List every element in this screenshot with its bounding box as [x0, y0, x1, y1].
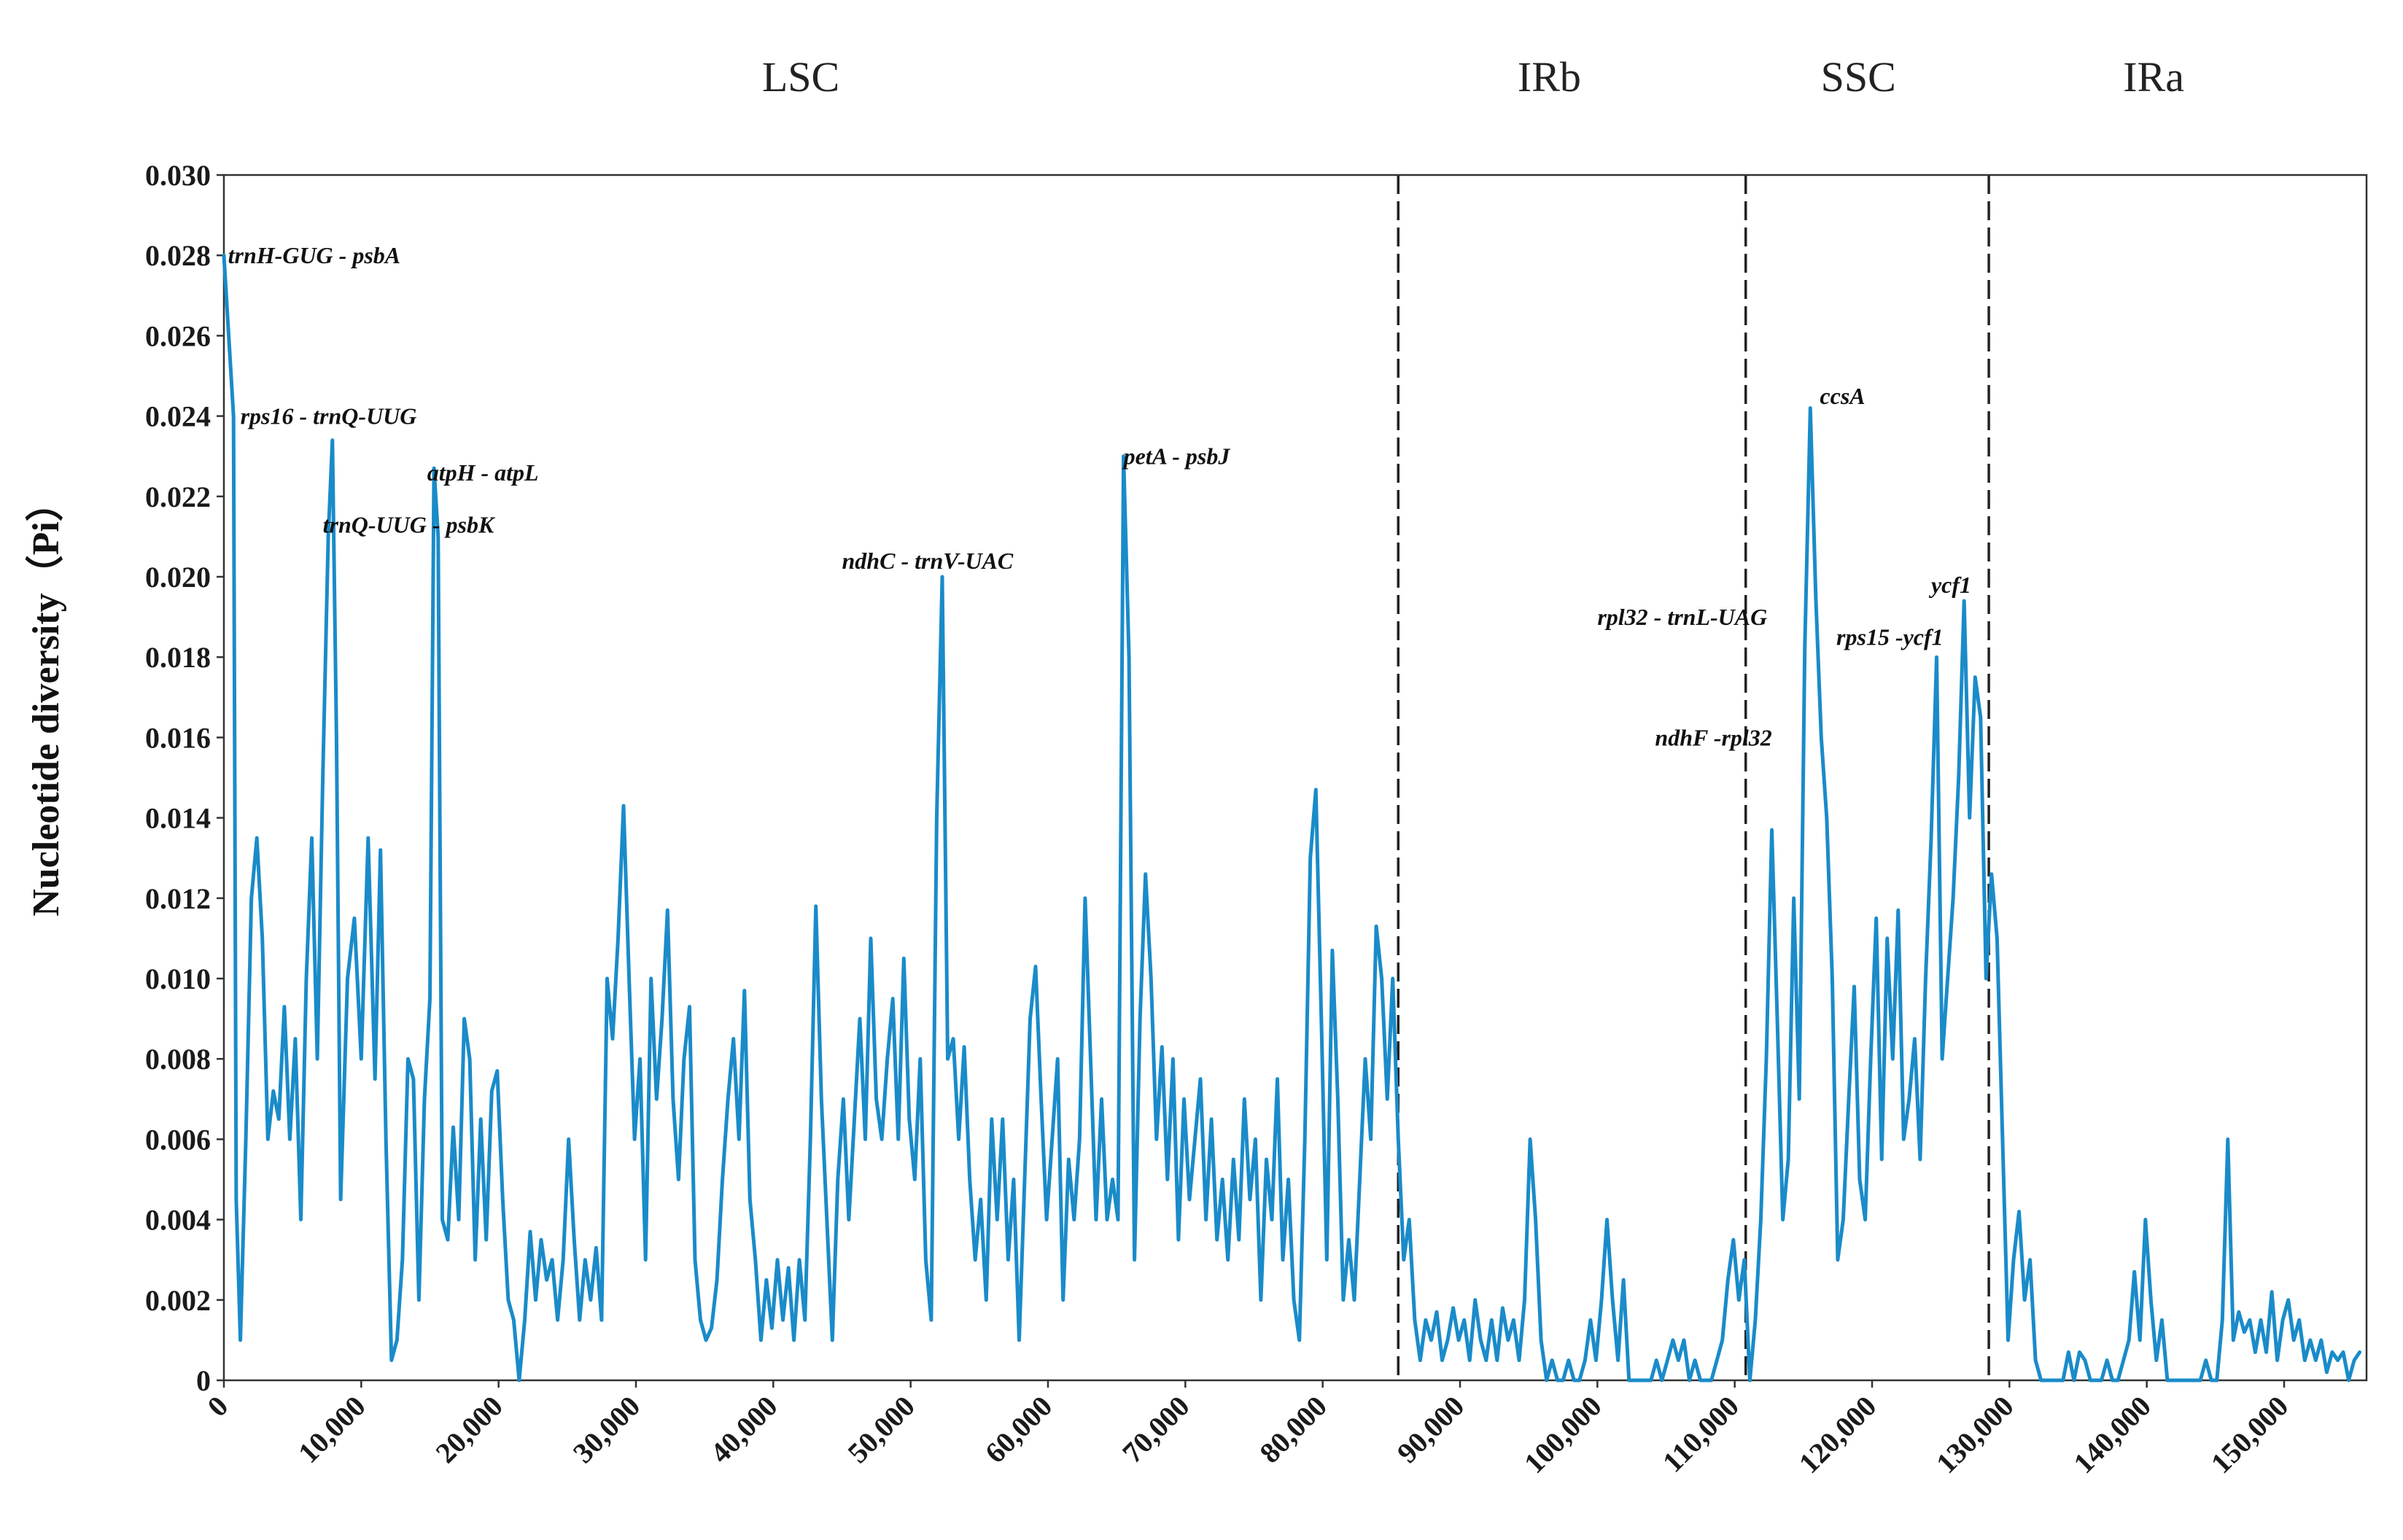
peak-annotation: rps15 -ycf1: [1836, 624, 1944, 650]
peak-annotation: rps16 - trnQ-UUG: [241, 403, 417, 429]
y-tick-label: 0.008: [145, 1043, 211, 1076]
peak-annotation: rpl32 - trnL-UAG: [1597, 604, 1767, 630]
y-tick-label: 0.028: [145, 239, 211, 272]
annotations: trnH-GUG - psbA rps16 - trnQ-UUG atpH - at…: [228, 242, 1971, 750]
y-tick-label: 0.004: [145, 1204, 211, 1237]
peak-annotation: petA - psbJ: [1122, 443, 1231, 470]
y-axis: 0 0.002 0.004 0.006 0.008 0.010 0.012 0.014 0.01…: [145, 159, 224, 1397]
series-line-pi: [222, 253, 2362, 1382]
peak-annotation: ccsA: [1820, 383, 1865, 409]
region-label: LSC: [762, 53, 839, 101]
y-axis-title: Nucleotide diversity（Pi）: [25, 483, 67, 917]
region-label: SSC: [1821, 53, 1896, 101]
y-tick-label: 0.030: [145, 159, 211, 192]
y-tick-label: 0.020: [145, 561, 211, 594]
region-label: IRa: [2123, 53, 2184, 101]
y-tick-label: 0.018: [145, 641, 211, 674]
plot-frame: [222, 174, 2368, 1382]
y-tick-label: 0.006: [145, 1123, 211, 1156]
y-tick-label: 0.016: [145, 721, 211, 754]
y-tick-label: 0.002: [145, 1284, 211, 1317]
peak-annotation: ycf1: [1928, 572, 1971, 598]
region-label: IRb: [1518, 53, 1581, 101]
y-tick-label: 0.010: [145, 962, 211, 995]
y-tick-label: 0.022: [145, 481, 211, 513]
peak-annotation: ndhC - trnV-UAC: [842, 548, 1014, 574]
y-tick-label: 0.014: [145, 802, 211, 835]
boundary-lines: [1397, 175, 1990, 1380]
peak-annotation: trnQ-UUG - psbK: [323, 511, 496, 537]
y-tick-label: 0.026: [145, 319, 211, 352]
y-tick-label: 0: [196, 1364, 211, 1397]
peak-annotation: ndhF -rpl32: [1655, 724, 1771, 750]
region-labels: LSC IRb SSC IRa: [762, 53, 2184, 101]
peak-annotation: atpH - atpL: [427, 459, 539, 486]
y-tick-label: 0.012: [145, 882, 211, 915]
peak-annotation: trnH-GUG - psbA: [228, 242, 400, 268]
y-tick-label: 0.024: [145, 400, 211, 433]
